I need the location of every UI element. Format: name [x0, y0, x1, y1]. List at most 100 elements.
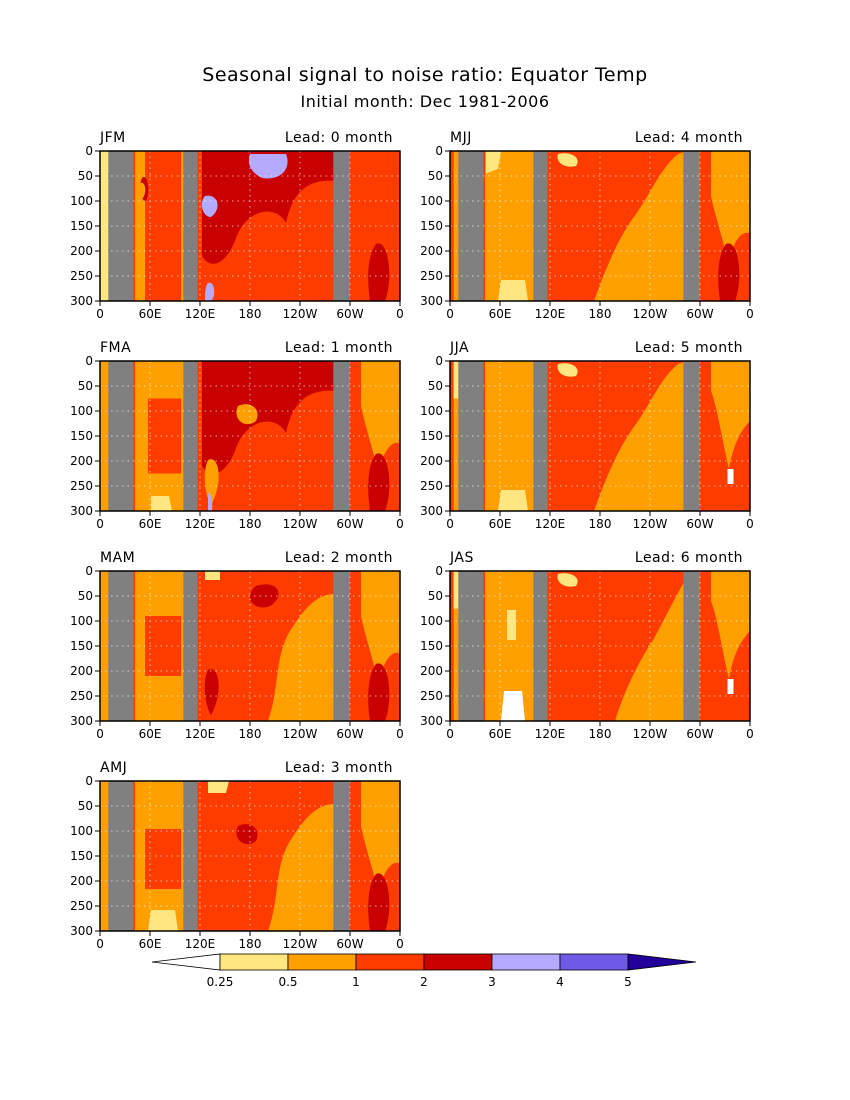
y-tick-label: 250	[420, 689, 443, 703]
y-tick-label: 300	[420, 714, 443, 728]
colorbar: 0.25 0.5 1 2 3 4 5	[151, 953, 697, 989]
x-tick-label: 0	[746, 727, 754, 741]
lead-label: Lead: 6 month	[635, 550, 743, 566]
y-tick-label: 100	[70, 194, 93, 208]
x-tick-label: 180	[589, 727, 612, 741]
contour-region	[145, 829, 181, 889]
contour-region	[453, 571, 459, 609]
colorbar-bin	[423, 953, 493, 971]
y-tick-label: 100	[420, 614, 443, 628]
contour-region	[507, 610, 516, 640]
land-band	[533, 151, 548, 301]
contour-region	[236, 824, 258, 845]
lead-label: Lead: 5 month	[635, 340, 743, 356]
x-tick-label: 60W	[336, 727, 363, 741]
colorbar-label: 4	[556, 975, 564, 989]
contour-region	[727, 679, 734, 694]
y-tick-label: 200	[70, 664, 93, 678]
colorbar-bin	[491, 953, 561, 971]
y-tick-label: 250	[70, 899, 93, 913]
panel-fma: 0 60E 120E 180 120W 60W 0 0 50 100 150 200 250 300 FMA…	[70, 340, 404, 531]
y-tick-label: 0	[435, 144, 443, 158]
land-band	[183, 571, 198, 721]
contour-region	[485, 361, 534, 511]
season-label: FMA	[100, 340, 131, 356]
contour-region	[368, 873, 390, 931]
contour-region	[137, 182, 146, 199]
panels: 0 60E 120E 180 120W 60W 0 0 50 100 150 200 250 300 JFM…	[70, 130, 754, 951]
contour-region	[248, 154, 288, 179]
contour-region	[453, 361, 459, 399]
contour-region	[361, 571, 400, 684]
y-tick-label: 50	[428, 379, 443, 393]
colorbar-arrow-high	[627, 953, 697, 971]
x-tick-label: 60E	[139, 517, 162, 531]
contour-region	[711, 361, 750, 469]
y-tick-label: 100	[420, 404, 443, 418]
x-tick-label: 60W	[336, 517, 363, 531]
contour-region	[501, 691, 525, 721]
season-label: MJJ	[450, 130, 472, 146]
y-tick-label: 50	[78, 379, 93, 393]
contour-region	[205, 571, 220, 580]
x-tick-label: 0	[746, 307, 754, 321]
season-label: JAS	[449, 550, 474, 566]
contour-region	[711, 571, 750, 679]
contour-region	[498, 490, 528, 511]
x-tick-label: 180	[239, 517, 262, 531]
x-tick-label: 0	[396, 727, 404, 741]
y-tick-label: 100	[420, 194, 443, 208]
colorbar-bin	[355, 953, 425, 971]
contour-region	[100, 571, 109, 721]
contour-region	[594, 361, 687, 511]
contour-region	[236, 404, 258, 425]
colorbar-label: 0.5	[278, 975, 297, 989]
panel-jfm: 0 60E 120E 180 120W 60W 0 0 50 100 150 200 250 300 JFM…	[70, 130, 404, 321]
x-tick-label: 0	[446, 307, 454, 321]
x-tick-label: 120W	[283, 517, 318, 531]
y-tick-label: 300	[70, 924, 93, 938]
x-tick-label: 120E	[185, 307, 216, 321]
y-tick-label: 150	[70, 429, 93, 443]
y-tick-label: 300	[70, 714, 93, 728]
y-tick-label: 200	[70, 454, 93, 468]
x-tick-label: 60E	[489, 307, 512, 321]
x-tick-label: 0	[96, 517, 104, 531]
x-tick-label: 60W	[686, 307, 713, 321]
contour-region	[368, 243, 390, 301]
y-tick-label: 50	[78, 799, 93, 813]
x-tick-label: 60E	[139, 937, 162, 951]
y-tick-label: 250	[70, 689, 93, 703]
contour-region	[361, 361, 400, 474]
contour-region	[368, 663, 390, 721]
y-tick-label: 150	[70, 849, 93, 863]
contour-region	[594, 151, 687, 301]
contour-region	[208, 492, 213, 511]
panel-jas: 0 60E 120E 180 120W 60W 0 0 50 100 150 200 250 300 JAS…	[420, 550, 754, 741]
x-tick-label: 60E	[489, 517, 512, 531]
contour-region	[268, 594, 340, 721]
y-tick-label: 250	[420, 479, 443, 493]
x-tick-label: 0	[96, 307, 104, 321]
contour-region	[202, 151, 337, 264]
lead-label: Lead: 1 month	[285, 340, 393, 356]
contour-region	[202, 361, 337, 474]
x-tick-label: 60W	[336, 307, 363, 321]
y-tick-label: 250	[420, 269, 443, 283]
x-tick-label: 120W	[283, 937, 318, 951]
contour-region	[205, 282, 215, 301]
x-tick-label: 180	[239, 937, 262, 951]
colorbar-label: 2	[420, 975, 428, 989]
contour-region	[100, 151, 109, 301]
lead-label: Lead: 0 month	[285, 130, 393, 146]
contour-region	[145, 616, 181, 676]
y-tick-label: 0	[85, 144, 93, 158]
colorbar-label: 3	[488, 975, 496, 989]
y-tick-label: 300	[70, 504, 93, 518]
y-tick-label: 0	[435, 564, 443, 578]
x-tick-label: 180	[239, 727, 262, 741]
contour-region	[486, 151, 501, 174]
season-label: JFM	[99, 130, 126, 146]
y-tick-label: 200	[420, 244, 443, 258]
